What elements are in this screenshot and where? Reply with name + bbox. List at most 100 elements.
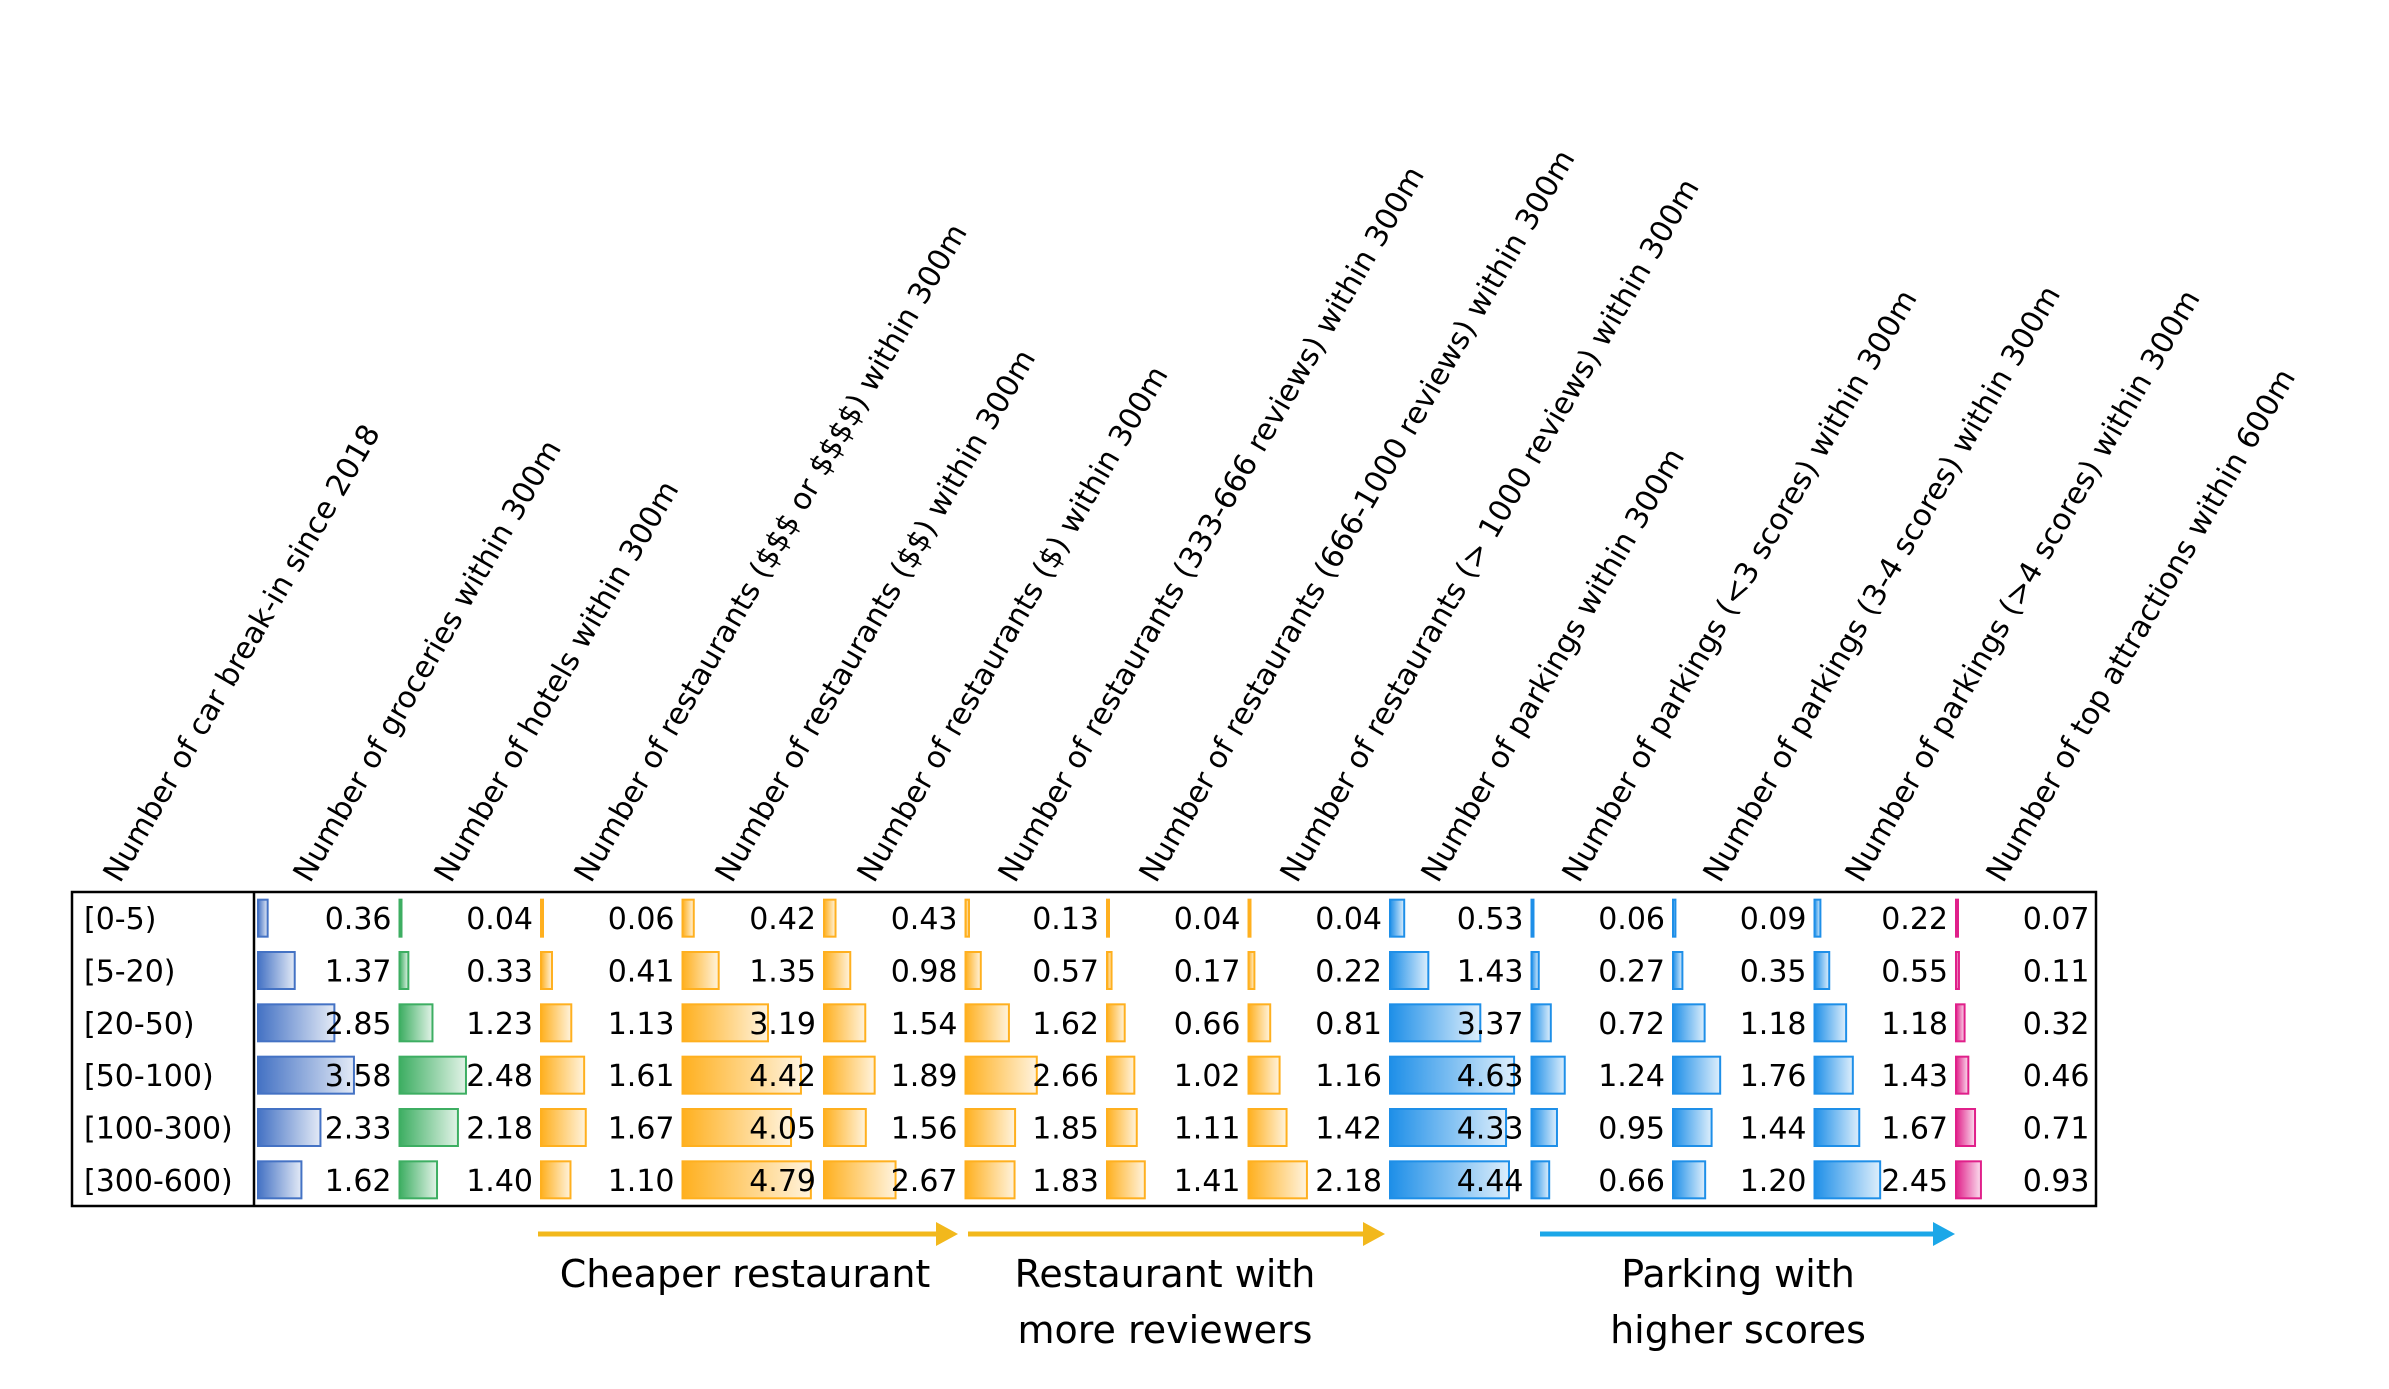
data-bar <box>540 1160 572 1200</box>
data-label: 0.36 <box>325 902 392 937</box>
data-label: 3.58 <box>325 1059 392 1094</box>
data-bar <box>1955 898 1959 938</box>
column-header-14: Number of top attractions within 600m <box>1980 363 2303 888</box>
data-bar <box>398 1055 467 1095</box>
data-label: 1.61 <box>608 1059 675 1094</box>
data-bar <box>540 1055 586 1095</box>
data-label: 1.13 <box>608 1007 675 1042</box>
data-bar <box>257 951 296 990</box>
data-label: 3.37 <box>1457 1007 1524 1042</box>
data-label: 0.22 <box>1881 902 1948 937</box>
data-bar <box>1106 1108 1138 1147</box>
data-bar <box>1247 951 1256 990</box>
data-bar <box>257 1160 303 1200</box>
data-bar <box>1106 1003 1126 1043</box>
row-label: [50-100) <box>84 1059 214 1094</box>
data-label: 0.04 <box>466 902 533 937</box>
data-bar <box>540 898 544 938</box>
data-bar <box>1813 951 1831 990</box>
data-label: 1.40 <box>466 1164 533 1199</box>
data-label: 0.04 <box>1315 902 1382 937</box>
data-label: 0.41 <box>608 955 675 990</box>
data-bar <box>964 951 982 990</box>
data-label: 0.81 <box>1315 1007 1382 1042</box>
data-label: 2.33 <box>325 1112 392 1147</box>
data-bar <box>1813 1108 1861 1147</box>
data-bar <box>964 1003 1010 1043</box>
row-label: [20-50) <box>84 1007 195 1042</box>
data-bar <box>823 898 837 938</box>
data-bar <box>681 1003 769 1043</box>
data-bar <box>1530 1108 1558 1147</box>
data-label: 2.66 <box>1032 1059 1099 1094</box>
data-bar <box>823 1108 867 1147</box>
data-bar <box>1247 1160 1308 1200</box>
data-label: 0.98 <box>891 955 958 990</box>
data-bar <box>1672 1055 1722 1095</box>
data-label: 0.35 <box>1740 955 1807 990</box>
data-label: 0.06 <box>608 902 675 937</box>
data-label: 4.44 <box>1457 1164 1524 1199</box>
data-label: 0.04 <box>1174 902 1241 937</box>
data-label: 0.06 <box>1598 902 1665 937</box>
data-label: 0.09 <box>1740 902 1807 937</box>
data-label: 2.18 <box>1315 1164 1382 1199</box>
data-bar <box>681 898 695 938</box>
annotation-label: Cheaper restaurant <box>560 1252 931 1296</box>
data-bar <box>1106 1160 1146 1200</box>
data-label: 0.07 <box>2023 902 2090 937</box>
data-label: 3.19 <box>749 1007 816 1042</box>
data-bar <box>1672 1108 1713 1147</box>
annotation-label: Parking with higher scores <box>1610 1252 1866 1352</box>
data-bar <box>1389 1108 1508 1147</box>
annotation-arrowhead <box>1933 1222 1955 1246</box>
data-label: 4.33 <box>1457 1112 1524 1147</box>
data-label: 0.93 <box>2023 1164 2090 1199</box>
data-label: 1.83 <box>1032 1164 1099 1199</box>
data-label: 1.67 <box>1881 1112 1948 1147</box>
data-label: 1.62 <box>325 1164 392 1199</box>
row-label: [300-600) <box>84 1164 233 1199</box>
data-bar <box>1247 898 1252 938</box>
data-bar <box>398 1003 434 1043</box>
data-label: 2.18 <box>466 1112 533 1147</box>
data-label: 4.79 <box>749 1164 816 1199</box>
data-label: 0.95 <box>1598 1112 1665 1147</box>
data-bar <box>823 1003 867 1043</box>
data-bar <box>681 1108 793 1147</box>
data-bar <box>1955 1160 1982 1200</box>
column-headers: Number of car break-in since 2018Number … <box>97 144 2303 888</box>
data-label: 0.11 <box>2023 955 2090 990</box>
data-bar <box>257 1003 336 1043</box>
column-header-6: Number of restaurants ($) within 300m <box>851 360 1176 888</box>
column-header-5: Number of restaurants ($$) within 300m <box>709 344 1043 888</box>
data-bar <box>1955 951 1960 990</box>
data-label: 1.35 <box>749 955 816 990</box>
data-label: 0.33 <box>466 955 533 990</box>
data-label: 1.18 <box>1740 1007 1807 1042</box>
data-bar <box>1389 1003 1482 1043</box>
data-bar <box>398 951 410 990</box>
data-bar <box>1955 1108 1977 1147</box>
data-bar <box>540 951 553 990</box>
data-label: 2.48 <box>466 1059 533 1094</box>
data-label: 0.53 <box>1457 902 1524 937</box>
data-label: 1.02 <box>1174 1059 1241 1094</box>
annotation-arrowhead <box>1363 1222 1385 1246</box>
data-bar <box>1672 951 1684 990</box>
data-label: 1.56 <box>891 1112 958 1147</box>
data-label: 2.45 <box>1881 1164 1948 1199</box>
data-bar <box>398 898 403 938</box>
data-label: 2.85 <box>325 1007 392 1042</box>
data-bar <box>398 1160 439 1200</box>
data-label: 1.41 <box>1174 1164 1241 1199</box>
data-label: 4.05 <box>749 1112 816 1147</box>
data-label: 1.18 <box>1881 1007 1948 1042</box>
table-border <box>70 890 2098 1208</box>
data-label: 0.22 <box>1315 955 1382 990</box>
data-bar <box>1389 1055 1516 1095</box>
data-bar <box>964 1055 1038 1095</box>
data-label: 1.44 <box>1740 1112 1807 1147</box>
data-table: [0-5) 0.36 0.04 0.06 0.42 0.43 0.13 0.04 0.04 0.5… <box>70 890 2098 1208</box>
